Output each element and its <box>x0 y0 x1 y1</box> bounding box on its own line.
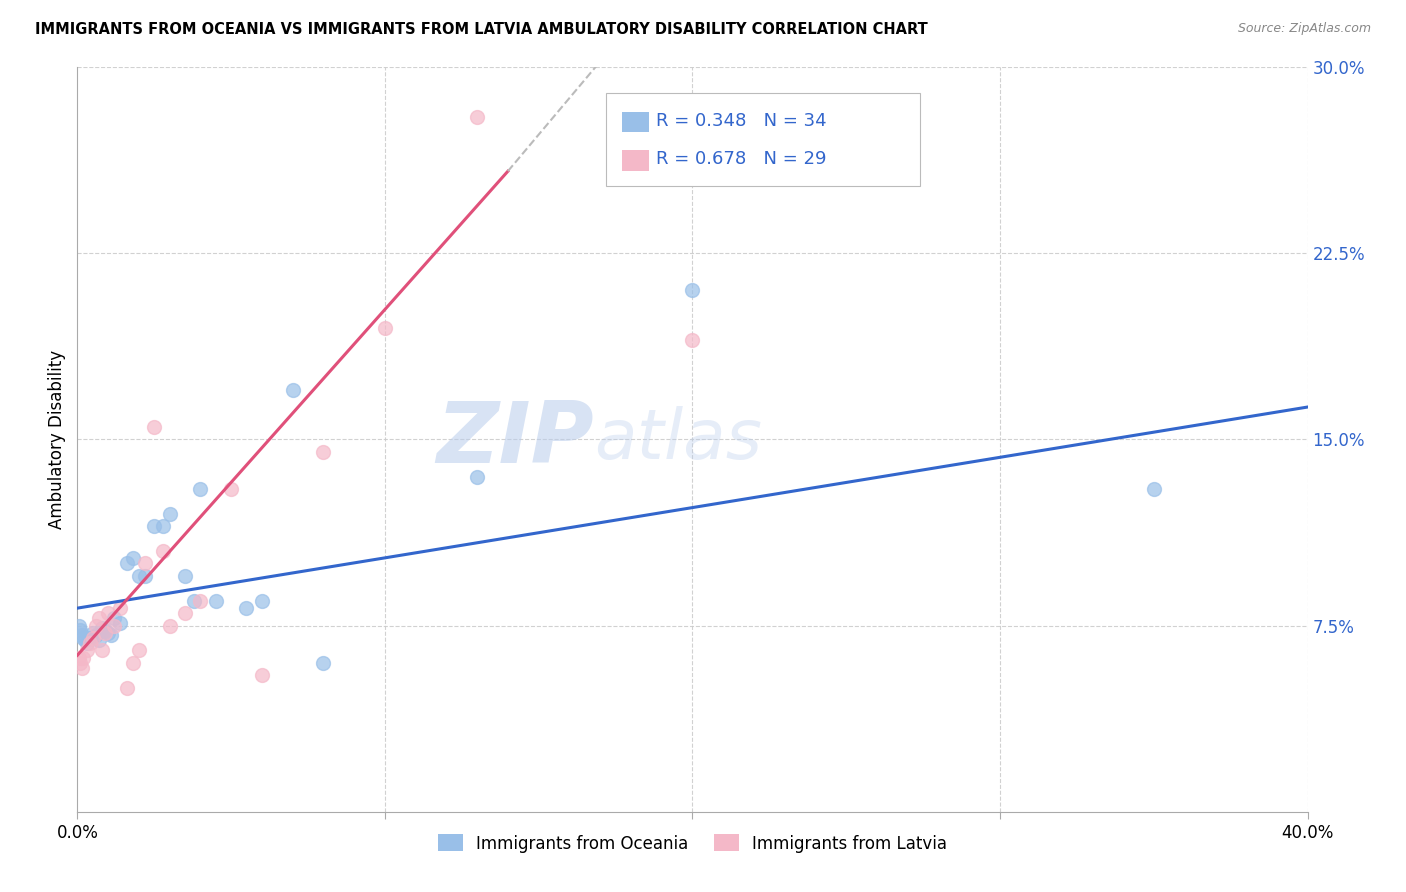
Text: ZIP: ZIP <box>436 398 595 481</box>
Point <box>152 544 174 558</box>
Point <box>110 601 132 615</box>
Point <box>72 650 94 665</box>
Point <box>67 618 90 632</box>
Point <box>115 681 138 695</box>
Point <box>128 643 150 657</box>
Point <box>250 668 273 682</box>
Point <box>87 633 110 648</box>
Point <box>94 626 117 640</box>
Text: R = 0.678   N = 29: R = 0.678 N = 29 <box>655 150 827 168</box>
Point <box>90 621 114 635</box>
Point <box>69 656 91 670</box>
Point <box>110 615 132 630</box>
Point <box>374 320 396 334</box>
Point <box>682 284 704 298</box>
Point <box>79 636 101 650</box>
Point <box>97 626 120 640</box>
Point <box>152 519 174 533</box>
Point <box>682 333 704 347</box>
Point <box>69 624 91 638</box>
Point <box>100 628 122 642</box>
Point <box>128 569 150 583</box>
Bar <box>623 151 650 171</box>
Point <box>76 636 98 650</box>
Point <box>121 551 143 566</box>
Point <box>82 626 104 640</box>
Point <box>1143 482 1166 496</box>
Point <box>72 631 94 645</box>
Point <box>115 557 138 571</box>
Point <box>87 611 110 625</box>
Text: R = 0.348   N = 34: R = 0.348 N = 34 <box>655 112 827 129</box>
Point <box>97 606 120 620</box>
Point <box>82 631 104 645</box>
Point <box>103 611 125 625</box>
Point <box>465 110 488 124</box>
Text: atlas: atlas <box>595 406 762 473</box>
Point <box>84 628 107 642</box>
Point <box>143 420 166 434</box>
Point <box>183 593 205 607</box>
Point <box>73 633 96 648</box>
Y-axis label: Ambulatory Disability: Ambulatory Disability <box>48 350 66 529</box>
Point <box>76 643 98 657</box>
Point <box>103 618 125 632</box>
Point <box>94 624 117 638</box>
Point <box>465 469 488 483</box>
FancyBboxPatch shape <box>606 93 920 186</box>
Point <box>312 656 335 670</box>
Text: IMMIGRANTS FROM OCEANIA VS IMMIGRANTS FROM LATVIA AMBULATORY DISABILITY CORRELAT: IMMIGRANTS FROM OCEANIA VS IMMIGRANTS FR… <box>35 22 928 37</box>
Point <box>312 444 335 458</box>
Point <box>159 507 181 521</box>
Point <box>134 557 156 571</box>
Point <box>159 618 181 632</box>
Point <box>174 606 197 620</box>
Point <box>143 519 166 533</box>
Point <box>174 569 197 583</box>
Point <box>219 482 242 496</box>
Point <box>90 643 114 657</box>
Point <box>67 650 90 665</box>
Point <box>134 569 156 583</box>
Text: Source: ZipAtlas.com: Source: ZipAtlas.com <box>1237 22 1371 36</box>
Point <box>188 482 212 496</box>
Point <box>235 601 257 615</box>
Point <box>70 628 93 642</box>
Point <box>121 656 143 670</box>
Point <box>281 383 304 397</box>
Point <box>70 661 93 675</box>
Point <box>84 618 107 632</box>
Bar <box>623 112 650 132</box>
Point <box>79 631 101 645</box>
Point <box>188 593 212 607</box>
Point <box>204 593 226 607</box>
Legend: Immigrants from Oceania, Immigrants from Latvia: Immigrants from Oceania, Immigrants from… <box>432 828 953 859</box>
Point <box>250 593 273 607</box>
